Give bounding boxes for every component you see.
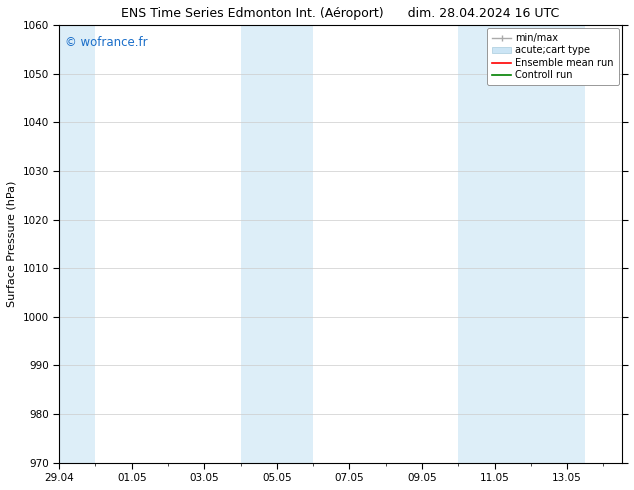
Y-axis label: Surface Pressure (hPa): Surface Pressure (hPa) — [7, 181, 17, 307]
Legend: min/max, acute;cart type, Ensemble mean run, Controll run: min/max, acute;cart type, Ensemble mean … — [487, 28, 619, 85]
Text: © wofrance.fr: © wofrance.fr — [65, 36, 148, 49]
Title: ENS Time Series Edmonton Int. (Aéroport)      dim. 28.04.2024 16 UTC: ENS Time Series Edmonton Int. (Aéroport)… — [121, 7, 559, 20]
Bar — [458, 25, 585, 463]
Bar — [240, 25, 313, 463]
Bar — [59, 25, 96, 463]
